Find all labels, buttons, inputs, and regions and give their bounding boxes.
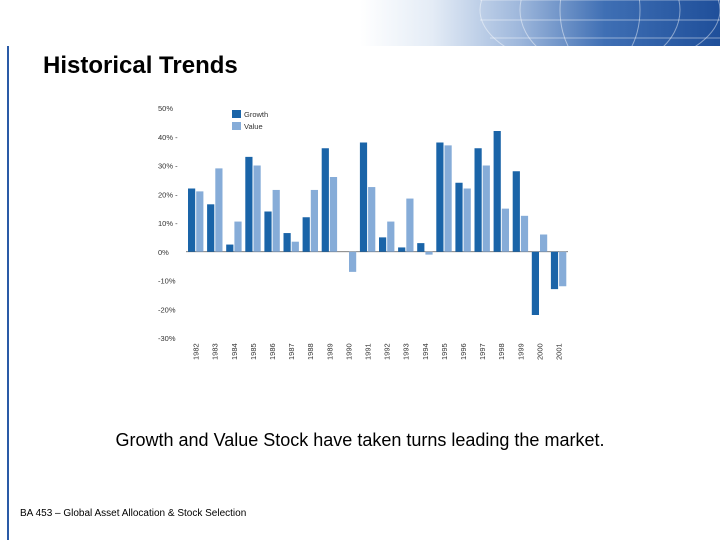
header-banner: [0, 0, 720, 46]
bar-value-1996: [463, 188, 471, 252]
x-tick-label: 2000: [535, 343, 544, 360]
bar-growth-1985: [245, 156, 253, 252]
x-tick-label: 1985: [249, 343, 258, 360]
x-tick-label: 1991: [363, 343, 372, 360]
x-tick-label: 1993: [402, 343, 411, 360]
x-tick-label: 1988: [306, 343, 315, 360]
x-tick-label: 1982: [192, 343, 201, 360]
x-tick-label: 1994: [421, 343, 430, 360]
x-tick-label: 1989: [325, 343, 334, 360]
bar-growth-1993: [398, 247, 406, 252]
x-tick-label: 1996: [459, 343, 468, 360]
y-tick-label: 30% -: [158, 162, 178, 171]
bar-value-1986: [272, 189, 280, 252]
bar-value-1997: [482, 165, 490, 252]
x-tick-label: 1999: [516, 343, 525, 360]
legend-swatch-value: [232, 122, 241, 130]
y-tick-label: 20% -: [158, 190, 178, 199]
y-tick-label: -10%: [158, 277, 176, 286]
bar-growth-1984: [226, 244, 234, 252]
bar-growth-1987: [283, 233, 291, 252]
y-tick-label: -30%: [158, 334, 176, 343]
bar-growth-1988: [302, 217, 310, 252]
bar-growth-1998: [493, 131, 501, 252]
x-tick-label: 1984: [230, 343, 239, 360]
bar-value-1995: [444, 145, 452, 252]
bar-value-1999: [520, 215, 529, 252]
bar-growth-1991: [359, 142, 368, 252]
bar-value-1993: [406, 198, 414, 252]
slide-footer: BA 453 – Global Asset Allocation & Stock…: [20, 508, 247, 519]
bar-growth-1994: [417, 243, 425, 252]
bar-value-1987: [291, 241, 299, 252]
bar-growth-2001: [550, 251, 559, 290]
y-tick-label: 10% -: [158, 219, 178, 228]
bar-value-1988: [310, 189, 318, 252]
bar-growth-1989: [321, 148, 329, 252]
bar-growth-1999: [512, 171, 520, 252]
bar-growth-1982: [188, 188, 196, 252]
bar-value-1992: [387, 221, 395, 252]
x-tick-label: 1986: [268, 343, 277, 360]
x-tick-label: 1990: [344, 343, 353, 360]
x-tick-label: 1992: [383, 343, 392, 360]
x-tick-label: 1983: [211, 343, 220, 360]
bar-value-1989: [329, 177, 338, 252]
y-tick-label: 0%: [158, 248, 169, 257]
bar-growth-1997: [474, 148, 482, 252]
bar-value-1994: [425, 251, 433, 255]
bar-value-1984: [234, 221, 242, 252]
y-tick-label: 50%: [158, 104, 173, 113]
bar-growth-1992: [379, 237, 387, 252]
bar-growth-1983: [207, 204, 215, 252]
slide-caption: Growth and Value Stock have taken turns …: [115, 430, 605, 450]
bar-value-2001: [559, 251, 567, 287]
legend-label-growth: Growth: [244, 110, 268, 119]
legend-swatch-growth: [232, 110, 241, 118]
bar-value-1990: [349, 251, 357, 272]
legend-label-value: Value: [244, 122, 263, 131]
x-tick-label: 1998: [497, 343, 506, 360]
slide-title: Historical Trends: [43, 52, 238, 79]
bar-value-2000: [540, 234, 548, 252]
globe-graphic: [479, 0, 720, 46]
x-tick-label: 1997: [478, 343, 487, 360]
x-tick-label: 1987: [287, 343, 296, 360]
bar-value-1985: [253, 165, 261, 252]
bar-value-1982: [196, 191, 204, 252]
bar-growth-1986: [264, 211, 272, 252]
x-tick-label: 1995: [440, 343, 449, 360]
left-accent-rule: [7, 46, 9, 540]
y-tick-label: -20%: [158, 305, 176, 314]
bar-growth-1995: [436, 142, 444, 252]
bar-growth-1996: [455, 182, 463, 252]
bar-growth-2000: [531, 251, 539, 315]
bar-value-1991: [368, 187, 376, 252]
y-tick-label: 40% -: [158, 133, 178, 142]
bar-value-1998: [501, 208, 509, 252]
x-tick-label: 2001: [554, 343, 563, 360]
bar-value-1983: [215, 168, 223, 252]
